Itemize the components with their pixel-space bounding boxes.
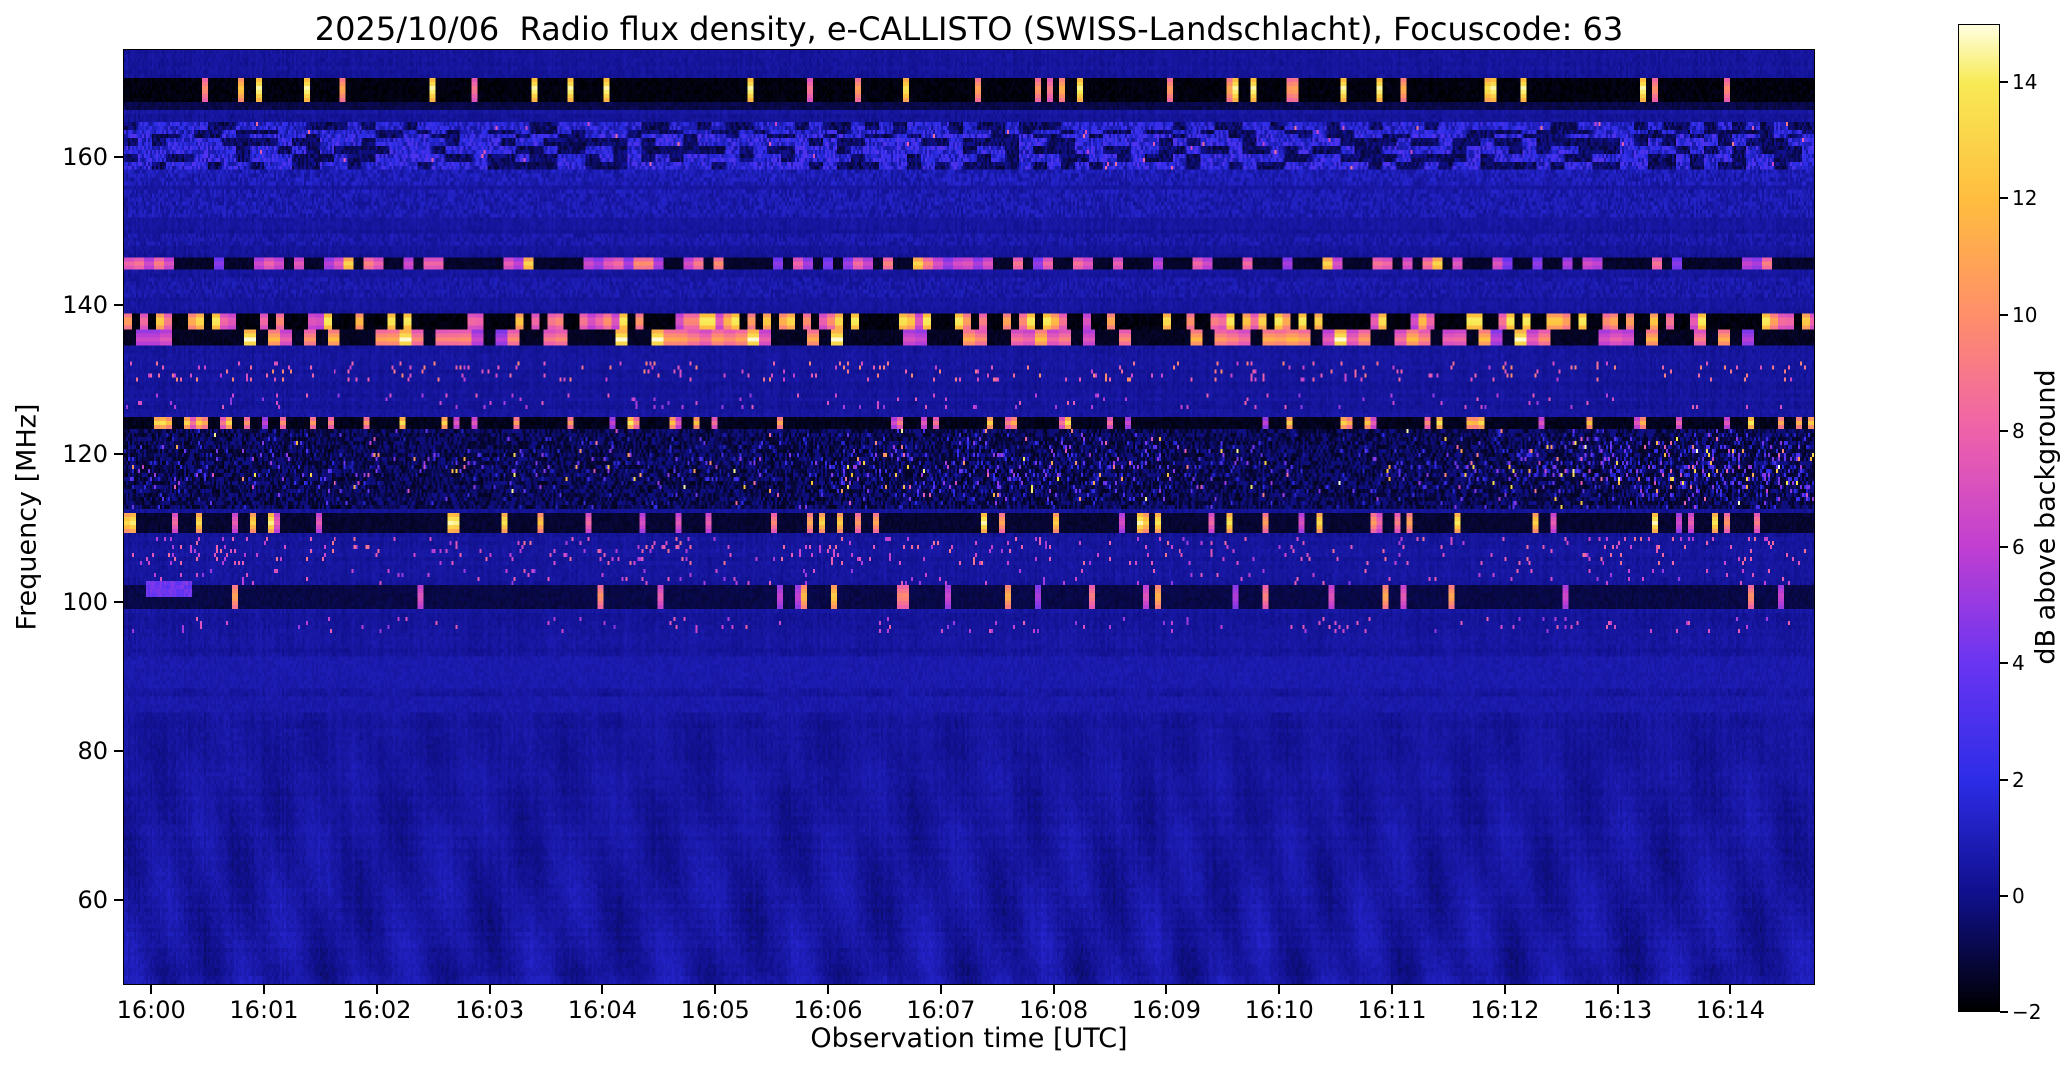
tick-mark bbox=[714, 985, 717, 994]
x-tick-label: 16:07 bbox=[906, 996, 976, 1024]
tick-mark bbox=[2000, 429, 2008, 432]
tick-mark bbox=[1391, 985, 1393, 994]
colorbar-tick-label: 6 bbox=[2012, 535, 2025, 560]
colorbar-tick-label: 0 bbox=[2012, 883, 2025, 908]
plot-area bbox=[123, 49, 1815, 985]
x-tick-label: 16:05 bbox=[680, 996, 750, 1024]
x-tick-label: 16:00 bbox=[116, 996, 186, 1024]
colorbar-tick-label: −2 bbox=[2012, 1000, 2042, 1024]
tick-mark bbox=[114, 898, 123, 901]
tick-mark bbox=[2000, 313, 2008, 316]
x-tick-label: 16:14 bbox=[1695, 996, 1765, 1024]
x-tick-label: 16:13 bbox=[1583, 996, 1653, 1024]
tick-mark bbox=[150, 985, 153, 994]
tick-mark bbox=[114, 304, 123, 307]
tick-mark bbox=[601, 985, 604, 994]
colorbar bbox=[1958, 24, 2000, 1012]
tick-mark bbox=[114, 452, 123, 455]
tick-mark bbox=[2000, 1011, 2008, 1013]
y-tick-label: 100 bbox=[62, 588, 108, 617]
tick-mark bbox=[827, 985, 829, 994]
colorbar-tick-label: 14 bbox=[2012, 70, 2038, 95]
x-tick-label: 16:04 bbox=[567, 996, 637, 1024]
tick-mark bbox=[1165, 985, 1168, 994]
tick-mark bbox=[2000, 81, 2008, 84]
x-axis-label: Observation time [UTC] bbox=[810, 1023, 1128, 1054]
x-tick-label: 16:10 bbox=[1244, 996, 1314, 1024]
tick-mark bbox=[939, 985, 942, 994]
tick-mark bbox=[2000, 197, 2008, 200]
colorbar-label: dB above background bbox=[2030, 369, 2062, 665]
x-tick-label: 16:09 bbox=[1131, 996, 1201, 1024]
y-tick-label: 60 bbox=[77, 885, 108, 914]
y-tick-label: 160 bbox=[62, 142, 108, 171]
y-tick-label: 140 bbox=[62, 291, 108, 320]
colorbar-tick-label: 12 bbox=[2012, 186, 2038, 211]
x-tick-label: 16:06 bbox=[793, 996, 863, 1024]
x-tick-label: 16:12 bbox=[1470, 996, 1540, 1024]
x-tick-label: 16:11 bbox=[1357, 996, 1427, 1024]
colorbar-canvas bbox=[1959, 25, 1999, 1011]
tick-mark bbox=[1616, 985, 1619, 994]
tick-mark bbox=[2000, 894, 2008, 897]
tick-mark bbox=[2000, 778, 2008, 781]
tick-mark bbox=[263, 985, 265, 994]
y-tick-label: 80 bbox=[77, 737, 108, 765]
plot-title: 2025/10/06 Radio flux density, e-CALLIST… bbox=[314, 10, 1624, 48]
tick-mark bbox=[2000, 546, 2008, 549]
colorbar-tick-label: 10 bbox=[2012, 302, 2038, 327]
tick-mark bbox=[1052, 985, 1055, 994]
tick-mark bbox=[1278, 985, 1281, 994]
tick-mark bbox=[1729, 985, 1732, 994]
colorbar-tick-label: 8 bbox=[2012, 418, 2025, 443]
tick-mark bbox=[114, 601, 123, 604]
colorbar-tick-label: 4 bbox=[2012, 651, 2025, 676]
tick-mark bbox=[375, 985, 378, 994]
tick-mark bbox=[114, 750, 123, 752]
colorbar-tick-label: 2 bbox=[2012, 767, 2025, 792]
x-tick-label: 16:03 bbox=[455, 996, 525, 1024]
tick-mark bbox=[1503, 985, 1506, 994]
tick-mark bbox=[2000, 662, 2008, 665]
tick-mark bbox=[114, 155, 123, 158]
x-tick-label: 16:08 bbox=[1019, 996, 1089, 1024]
tick-mark bbox=[488, 985, 491, 994]
x-tick-label: 16:01 bbox=[229, 996, 299, 1024]
x-tick-label: 16:02 bbox=[342, 996, 412, 1024]
y-tick-label: 120 bbox=[62, 439, 108, 468]
heatmap-canvas bbox=[124, 50, 1814, 984]
